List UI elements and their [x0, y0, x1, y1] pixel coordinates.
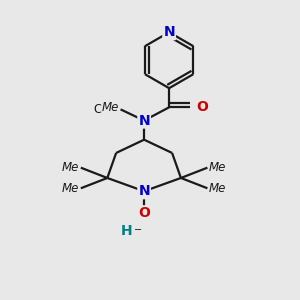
Text: Me: Me [62, 182, 79, 195]
Text: H: H [121, 224, 132, 238]
Text: Me: Me [209, 182, 226, 195]
Text: −: − [134, 224, 142, 235]
Text: Me: Me [62, 161, 79, 174]
Text: N: N [138, 184, 150, 198]
Text: CH₃: CH₃ [94, 103, 115, 116]
Text: methyl: methyl [111, 106, 116, 108]
Text: N: N [138, 114, 150, 128]
Text: Me: Me [102, 101, 119, 114]
Text: O: O [138, 206, 150, 220]
Text: O: O [196, 100, 208, 114]
Text: Me: Me [209, 161, 226, 174]
Text: N: N [163, 25, 175, 39]
